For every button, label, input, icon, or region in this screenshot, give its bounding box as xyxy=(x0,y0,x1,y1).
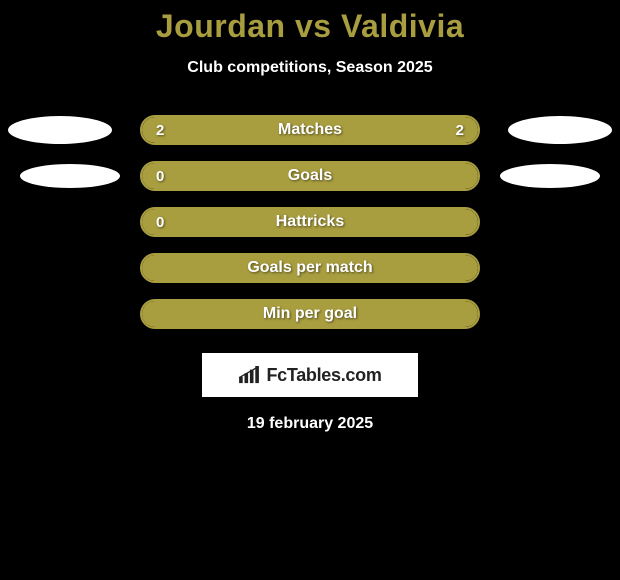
logo-box[interactable]: FcTables.com xyxy=(202,353,418,397)
left-value: 0 xyxy=(156,214,164,231)
subtitle: Club competitions, Season 2025 xyxy=(0,59,620,77)
right-value: 2 xyxy=(456,122,464,139)
right-ellipse xyxy=(500,164,600,188)
bar-chart-icon xyxy=(238,366,260,384)
stat-bar: Goals per match xyxy=(140,253,480,283)
stat-bar: Min per goal xyxy=(140,299,480,329)
comparison-card: Jourdan vs Valdivia Club competitions, S… xyxy=(0,0,620,433)
bar-fill xyxy=(142,255,478,281)
stat-bar: 0 Goals xyxy=(140,161,480,191)
stat-row-min-per-goal: Min per goal xyxy=(0,299,620,329)
stat-row-hattricks: 0 Hattricks xyxy=(0,207,620,237)
left-ellipse xyxy=(20,164,120,188)
bar-fill xyxy=(142,301,478,327)
stat-bar: 0 Hattricks xyxy=(140,207,480,237)
left-value: 0 xyxy=(156,168,164,185)
bar-fill xyxy=(142,163,478,189)
stat-row-goals: 0 Goals xyxy=(0,161,620,191)
stat-bar: 2 Matches 2 xyxy=(140,115,480,145)
bar-fill xyxy=(142,209,478,235)
stat-row-matches: 2 Matches 2 xyxy=(0,115,620,145)
logo-text: FcTables.com xyxy=(266,365,381,386)
left-value: 2 xyxy=(156,122,164,139)
bar-fill xyxy=(142,117,478,143)
stat-row-goals-per-match: Goals per match xyxy=(0,253,620,283)
date-label: 19 february 2025 xyxy=(0,415,620,433)
right-ellipse xyxy=(508,116,612,144)
page-title: Jourdan vs Valdivia xyxy=(0,8,620,45)
stat-rows: 2 Matches 2 0 Goals 0 Hattricks xyxy=(0,115,620,329)
left-ellipse xyxy=(8,116,112,144)
